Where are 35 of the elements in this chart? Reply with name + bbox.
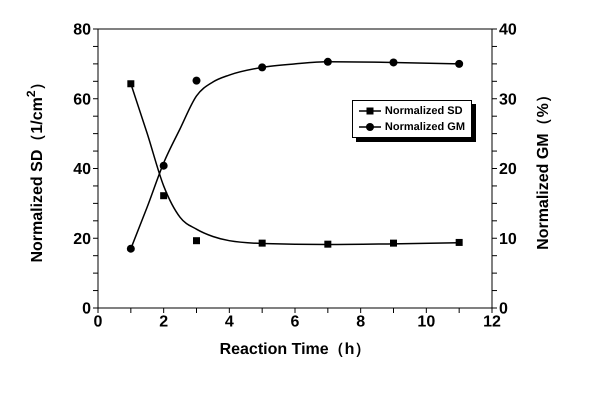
y-tick-label: 0 bbox=[82, 300, 92, 318]
x-tick-label: 0 bbox=[94, 313, 103, 330]
x-tick-label: 4 bbox=[224, 313, 234, 330]
point bbox=[455, 60, 464, 68]
x-axis-title: Reaction Time（h） bbox=[220, 341, 370, 358]
point bbox=[324, 240, 332, 248]
point bbox=[160, 192, 168, 200]
y2-tick-label: 20 bbox=[499, 161, 517, 178]
point bbox=[258, 240, 266, 247]
y2-axis-title: Normalized GM（%） bbox=[535, 87, 552, 250]
point bbox=[390, 58, 398, 66]
y-tick-label: 80 bbox=[73, 22, 92, 39]
y-tick-label: 20 bbox=[73, 230, 92, 248]
point bbox=[258, 63, 266, 72]
x-tick-label: 2 bbox=[159, 313, 168, 330]
x-tick-label: 12 bbox=[483, 313, 501, 330]
point bbox=[126, 244, 135, 253]
point bbox=[160, 162, 168, 170]
y2-tick-label: 40 bbox=[499, 22, 517, 39]
point bbox=[324, 58, 332, 66]
point bbox=[193, 237, 200, 244]
y2-tick-label: 0 bbox=[499, 300, 508, 318]
point bbox=[192, 76, 200, 85]
y-tick-label: 40 bbox=[73, 161, 92, 178]
point bbox=[127, 80, 134, 88]
x-tick-label: 10 bbox=[417, 313, 436, 330]
point bbox=[390, 240, 397, 247]
y2-tick-label: 10 bbox=[499, 230, 517, 248]
legend-label: Normalized GM bbox=[384, 120, 465, 135]
y2-tick-label: 30 bbox=[499, 91, 517, 108]
legend-label: Normalized SD bbox=[384, 104, 463, 119]
y-tick-label: 60 bbox=[73, 91, 92, 108]
x-tick-label: 6 bbox=[290, 313, 300, 330]
x-tick-label: 8 bbox=[356, 313, 366, 330]
point bbox=[456, 238, 463, 246]
